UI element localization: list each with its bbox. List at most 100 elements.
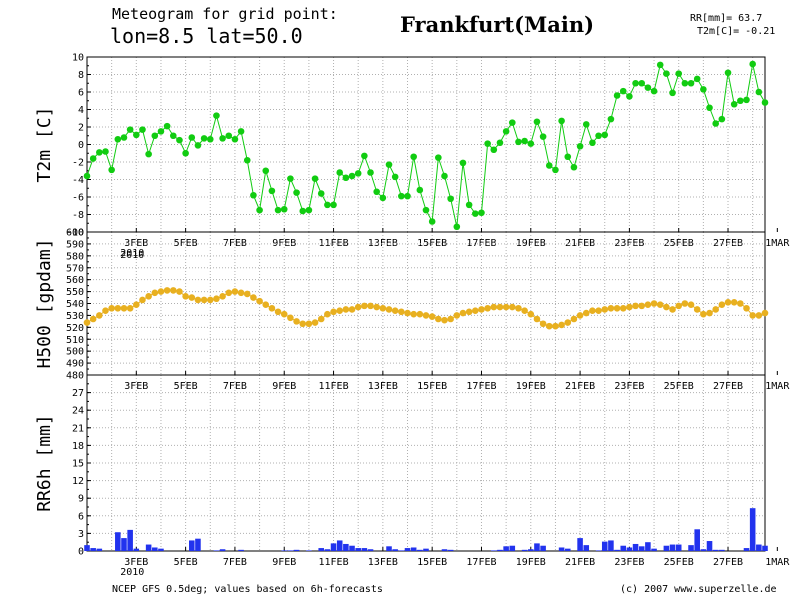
precip-bar [503, 546, 509, 551]
precip-bar [558, 547, 565, 551]
data-point [379, 194, 387, 202]
data-point [663, 303, 670, 311]
year-label: 2010 [120, 248, 144, 259]
data-point [496, 139, 504, 147]
data-point [638, 302, 646, 310]
y-axis-title: H500 [gpdam] [34, 238, 55, 368]
x-tick-label: 27FEB [713, 238, 743, 249]
data-point [539, 133, 547, 140]
data-point [385, 161, 393, 168]
data-point [582, 309, 590, 317]
precip-bar [675, 544, 682, 551]
data-point [515, 138, 522, 146]
data-point [693, 306, 701, 313]
precip-bar [404, 548, 411, 551]
y-tick-label: -10 [66, 228, 84, 239]
x-tick-label: 23FEB [614, 381, 644, 392]
data-point [502, 128, 510, 135]
data-point [169, 132, 177, 140]
data-point [613, 304, 621, 312]
data-source-note: NCEP GFS 0.5deg; values based on 6h-fore… [112, 584, 383, 595]
data-point [336, 307, 344, 314]
data-point [675, 70, 683, 77]
x-tick-label: 3FEB [124, 557, 148, 568]
precip-bar [115, 532, 121, 551]
data-point [139, 296, 146, 304]
x-tick-label: 9FEB [272, 557, 296, 568]
data-point [490, 303, 498, 311]
precip-bar [626, 547, 633, 551]
precip-bar [195, 538, 201, 551]
data-point [669, 306, 676, 313]
precip-bar [632, 543, 639, 551]
data-point [632, 79, 639, 87]
data-point [539, 320, 547, 328]
data-point [231, 135, 239, 143]
precip-bar [121, 538, 127, 551]
x-tick-label: 5FEB [174, 381, 198, 392]
precip-bar [669, 544, 676, 551]
data-point [656, 301, 664, 308]
x-tick-label: 27FEB [713, 381, 743, 392]
data-point [619, 87, 627, 95]
x-tick-label: 5FEB [174, 557, 198, 568]
data-point [447, 195, 454, 203]
data-point [250, 191, 257, 199]
precip-bar [330, 543, 337, 551]
data-point [200, 135, 208, 142]
data-point [749, 312, 756, 319]
data-point [299, 207, 307, 215]
x-tick-label: 7FEB [223, 557, 247, 568]
precip-bar [608, 540, 614, 551]
data-point [151, 132, 159, 140]
data-point [324, 310, 331, 318]
data-point [650, 300, 658, 307]
data-point [373, 303, 380, 311]
precip-bar [410, 547, 417, 551]
precip-bar [595, 550, 602, 551]
data-point [243, 290, 251, 298]
y-tick-label: 510 [66, 335, 84, 346]
y-tick-label: 0 [78, 140, 84, 151]
data-point [644, 301, 652, 308]
precip-bar [281, 550, 288, 551]
temperature-mean: T2m[C]= -0.21 [697, 26, 776, 37]
data-point [317, 190, 325, 197]
data-point [607, 304, 615, 312]
x-tick-label: 23FEB [614, 557, 644, 568]
data-point [151, 289, 159, 297]
data-point [274, 308, 282, 316]
data-point [484, 140, 491, 147]
y-tick-label: 600 [66, 228, 84, 239]
precip-bar [645, 542, 651, 551]
data-point [410, 310, 417, 318]
data-point [687, 79, 695, 87]
x-tick-label: 19FEB [516, 381, 546, 392]
x-tick-label: 5FEB [174, 238, 198, 249]
data-point [453, 312, 461, 319]
precip-bar [491, 550, 497, 551]
data-point [435, 154, 442, 161]
data-point [447, 315, 454, 323]
data-point [305, 320, 313, 328]
data-point [706, 309, 713, 317]
x-tick-label: 19FEB [516, 238, 546, 249]
data-point [182, 293, 189, 300]
data-point [632, 302, 639, 310]
x-tick-label: 13FEB [368, 381, 398, 392]
precip-bar [133, 548, 140, 551]
precip-bar [638, 546, 645, 551]
data-point [274, 206, 282, 214]
precip-bar [509, 545, 516, 551]
data-point [545, 162, 553, 169]
data-point [188, 134, 196, 141]
precip-bar [712, 549, 719, 551]
data-point [521, 137, 528, 145]
data-point [293, 318, 300, 325]
data-point [416, 310, 424, 318]
data-point [613, 92, 621, 99]
data-point [89, 155, 97, 162]
data-point [490, 146, 498, 154]
data-point [404, 192, 411, 200]
year-label: 2010 [120, 250, 144, 261]
